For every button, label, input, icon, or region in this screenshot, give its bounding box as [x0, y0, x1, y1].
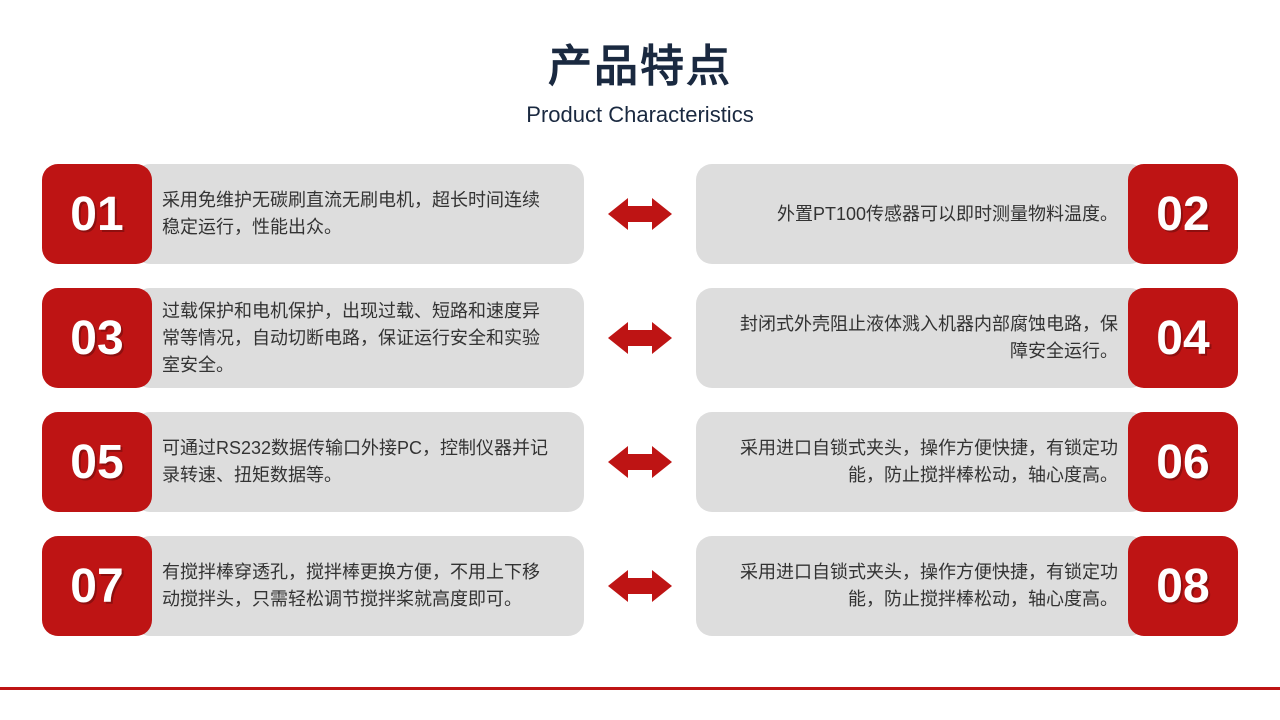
feature-card: 有搅拌棒穿透孔，搅拌棒更换方便，不用上下移动搅拌头，只需轻松调节搅拌桨就高度即可… [134, 536, 584, 636]
feature-text: 过载保护和电机保护，出现过载、短路和速度异常等情况，自动切断电路，保证运行安全和… [162, 298, 556, 379]
feature-card: 可通过RS232数据传输口外接PC，控制仪器并记录转速、扭矩数据等。 [134, 412, 584, 512]
feature-text: 采用进口自锁式夹头，操作方便快捷，有锁定功能，防止搅拌棒松动，轴心度高。 [724, 559, 1118, 613]
number-badge: 04 [1128, 288, 1238, 388]
feature-row: 07 有搅拌棒穿透孔，搅拌棒更换方便，不用上下移动搅拌头，只需轻松调节搅拌桨就高… [42, 536, 1238, 636]
feature-card: 采用免维护无碳刷直流无刷电机，超长时间连续稳定运行，性能出众。 [134, 164, 584, 264]
page-subtitle: Product Characteristics [0, 102, 1280, 128]
feature-rows: 01 采用免维护无碳刷直流无刷电机，超长时间连续稳定运行，性能出众。 外置PT1… [42, 164, 1238, 660]
feature-text: 采用免维护无碳刷直流无刷电机，超长时间连续稳定运行，性能出众。 [162, 187, 556, 241]
feature-right: 采用进口自锁式夹头，操作方便快捷，有锁定功能，防止搅拌棒松动，轴心度高。 06 [696, 412, 1238, 512]
number-label: 05 [70, 435, 123, 490]
feature-row: 03 过载保护和电机保护，出现过载、短路和速度异常等情况，自动切断电路，保证运行… [42, 288, 1238, 388]
feature-card: 封闭式外壳阻止液体溅入机器内部腐蚀电路，保障安全运行。 [696, 288, 1146, 388]
number-badge: 07 [42, 536, 152, 636]
double-arrow-icon [608, 196, 672, 232]
number-badge: 05 [42, 412, 152, 512]
feature-right: 封闭式外壳阻止液体溅入机器内部腐蚀电路，保障安全运行。 04 [696, 288, 1238, 388]
number-label: 07 [70, 559, 123, 614]
number-label: 04 [1156, 311, 1209, 366]
number-badge: 06 [1128, 412, 1238, 512]
number-label: 02 [1156, 187, 1209, 242]
feature-row: 01 采用免维护无碳刷直流无刷电机，超长时间连续稳定运行，性能出众。 外置PT1… [42, 164, 1238, 264]
feature-left: 05 可通过RS232数据传输口外接PC，控制仪器并记录转速、扭矩数据等。 [42, 412, 584, 512]
feature-right: 采用进口自锁式夹头，操作方便快捷，有锁定功能，防止搅拌棒松动，轴心度高。 08 [696, 536, 1238, 636]
bottom-divider [0, 687, 1280, 690]
feature-text: 外置PT100传感器可以即时测量物料温度。 [777, 201, 1118, 228]
feature-left: 01 采用免维护无碳刷直流无刷电机，超长时间连续稳定运行，性能出众。 [42, 164, 584, 264]
double-arrow-icon [608, 444, 672, 480]
number-label: 06 [1156, 435, 1209, 490]
double-arrow-icon [608, 320, 672, 356]
page: 产品特点 Product Characteristics 01 采用免维护无碳刷… [0, 0, 1280, 720]
feature-text: 封闭式外壳阻止液体溅入机器内部腐蚀电路，保障安全运行。 [724, 311, 1118, 365]
feature-left: 03 过载保护和电机保护，出现过载、短路和速度异常等情况，自动切断电路，保证运行… [42, 288, 584, 388]
number-label: 01 [70, 187, 123, 242]
number-badge: 03 [42, 288, 152, 388]
page-title: 产品特点 [0, 30, 1280, 94]
double-arrow-icon [608, 568, 672, 604]
header: 产品特点 Product Characteristics [0, 0, 1280, 128]
number-badge: 02 [1128, 164, 1238, 264]
feature-text: 可通过RS232数据传输口外接PC，控制仪器并记录转速、扭矩数据等。 [162, 435, 556, 489]
feature-card: 采用进口自锁式夹头，操作方便快捷，有锁定功能，防止搅拌棒松动，轴心度高。 [696, 536, 1146, 636]
number-badge: 08 [1128, 536, 1238, 636]
feature-text: 采用进口自锁式夹头，操作方便快捷，有锁定功能，防止搅拌棒松动，轴心度高。 [724, 435, 1118, 489]
number-label: 03 [70, 311, 123, 366]
feature-card: 过载保护和电机保护，出现过载、短路和速度异常等情况，自动切断电路，保证运行安全和… [134, 288, 584, 388]
number-label: 08 [1156, 559, 1209, 614]
feature-right: 外置PT100传感器可以即时测量物料温度。 02 [696, 164, 1238, 264]
feature-card: 采用进口自锁式夹头，操作方便快捷，有锁定功能，防止搅拌棒松动，轴心度高。 [696, 412, 1146, 512]
feature-card: 外置PT100传感器可以即时测量物料温度。 [696, 164, 1146, 264]
feature-text: 有搅拌棒穿透孔，搅拌棒更换方便，不用上下移动搅拌头，只需轻松调节搅拌桨就高度即可… [162, 559, 556, 613]
number-badge: 01 [42, 164, 152, 264]
feature-row: 05 可通过RS232数据传输口外接PC，控制仪器并记录转速、扭矩数据等。 采用… [42, 412, 1238, 512]
feature-left: 07 有搅拌棒穿透孔，搅拌棒更换方便，不用上下移动搅拌头，只需轻松调节搅拌桨就高… [42, 536, 584, 636]
